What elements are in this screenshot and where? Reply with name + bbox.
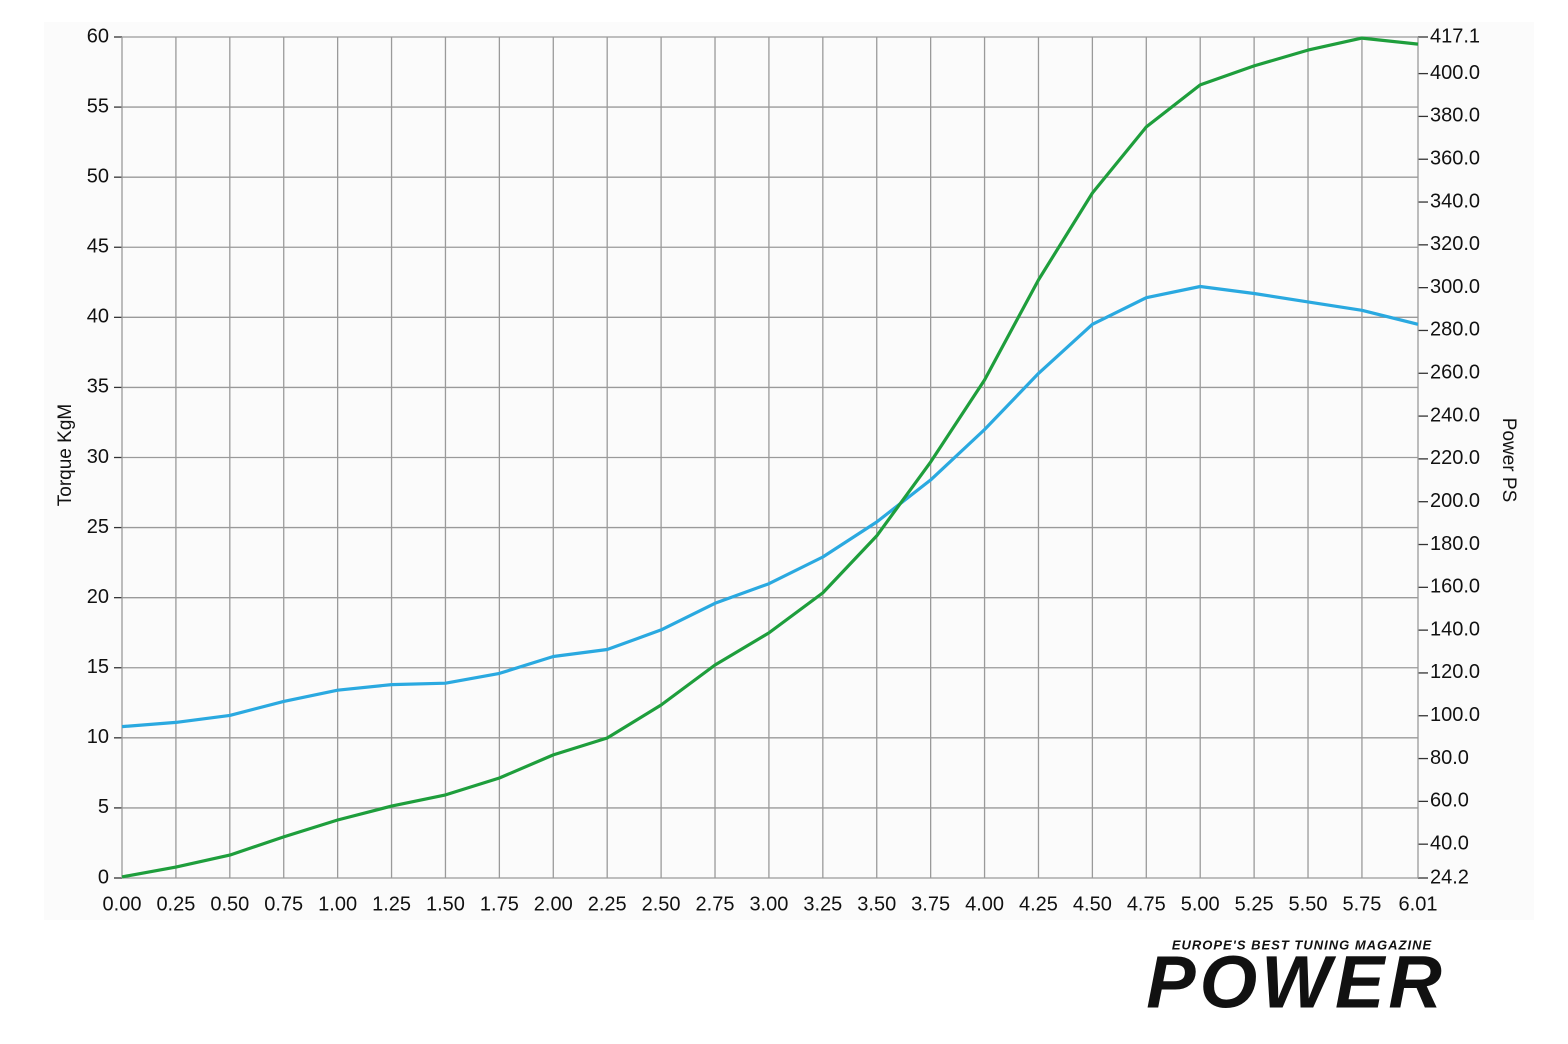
y-tick-label: 50 <box>87 165 109 187</box>
y2-tick-label: 220.0 <box>1430 447 1480 469</box>
x-tick-label: 5.25 <box>1235 893 1274 915</box>
y-tick-label: 20 <box>87 586 109 608</box>
y2-tick-label: 180.0 <box>1430 533 1480 555</box>
y-tick-label: 30 <box>87 446 109 468</box>
y2-tick-label: 320.0 <box>1430 233 1480 255</box>
x-tick-label: 4.00 <box>965 893 1004 915</box>
y2-tick-label: 240.0 <box>1430 404 1480 426</box>
x-tick-label: 0.50 <box>210 893 249 915</box>
x-tick-label: 5.75 <box>1342 893 1381 915</box>
x-tick-label: 0.75 <box>264 893 303 915</box>
x-tick-label: 1.50 <box>426 893 465 915</box>
x-tick-label: 5.50 <box>1289 893 1328 915</box>
x-tick-label: 1.75 <box>480 893 519 915</box>
series-line <box>121 284 1419 729</box>
logo: POWER <box>1146 941 1446 1024</box>
y2-tick-label: 360.0 <box>1430 148 1480 170</box>
y2-tick-label: 60.0 <box>1430 790 1469 812</box>
x-tick-label: 4.75 <box>1127 893 1166 915</box>
y2-tick-label: 400.0 <box>1430 62 1480 84</box>
x-tick-label: 1.25 <box>372 893 411 915</box>
y-tick-label: 25 <box>87 516 109 538</box>
y2-tick-label: 80.0 <box>1430 747 1469 769</box>
series-line <box>121 36 1419 879</box>
y2-tick-label: 380.0 <box>1430 105 1480 127</box>
y-tick-label: 35 <box>87 376 109 398</box>
x-tick-label: 6.01 <box>1399 893 1438 915</box>
y2-tick-label: 140.0 <box>1430 618 1480 640</box>
y-tick-label: 10 <box>87 726 109 748</box>
y2-axis-label: Power PS <box>1498 418 1519 502</box>
y2-tick-label: 300.0 <box>1430 276 1480 298</box>
x-tick-label: 3.75 <box>911 893 950 915</box>
y-tick-label: 5 <box>98 796 109 818</box>
y2-tick-label: 160.0 <box>1430 576 1480 598</box>
x-tick-label: 2.25 <box>588 893 627 915</box>
y-tick-label: 0 <box>98 866 109 888</box>
x-tick-label: 3.00 <box>749 893 788 915</box>
y2-tick-label: 24.2 <box>1430 866 1469 888</box>
y2-tick-label: 417.1 <box>1430 25 1480 47</box>
y-tick-label: 55 <box>87 95 109 117</box>
x-tick-label: 4.50 <box>1073 893 1112 915</box>
x-tick-label: 0.25 <box>156 893 195 915</box>
y2-tick-label: 280.0 <box>1430 319 1480 341</box>
x-tick-label: 2.50 <box>642 893 681 915</box>
y-tick-label: 40 <box>87 306 109 328</box>
x-tick-label: 0.00 <box>103 893 142 915</box>
x-tick-label: 3.25 <box>803 893 842 915</box>
y-axis-label: Torque KgM <box>55 404 76 506</box>
y2-tick-label: 260.0 <box>1430 362 1480 384</box>
y-tick-label: 60 <box>87 25 109 47</box>
x-tick-label: 1.00 <box>318 893 357 915</box>
y2-tick-label: 200.0 <box>1430 490 1480 512</box>
x-tick-label: 5.00 <box>1181 893 1220 915</box>
y2-tick-label: 120.0 <box>1430 661 1480 683</box>
plot-background <box>44 22 1534 920</box>
logo-tagline: EUROPE'S BEST TUNING MAGAZINE <box>1172 937 1432 952</box>
x-tick-label: 2.00 <box>534 893 573 915</box>
y-tick-label: 15 <box>87 656 109 678</box>
y2-tick-label: 40.0 <box>1430 832 1469 854</box>
y-tick-label: 45 <box>87 236 109 258</box>
x-tick-label: 3.50 <box>857 893 896 915</box>
x-tick-label: 2.75 <box>696 893 735 915</box>
x-tick-label: 4.25 <box>1019 893 1058 915</box>
y2-tick-label: 100.0 <box>1430 704 1480 726</box>
y2-tick-label: 340.0 <box>1430 190 1480 212</box>
